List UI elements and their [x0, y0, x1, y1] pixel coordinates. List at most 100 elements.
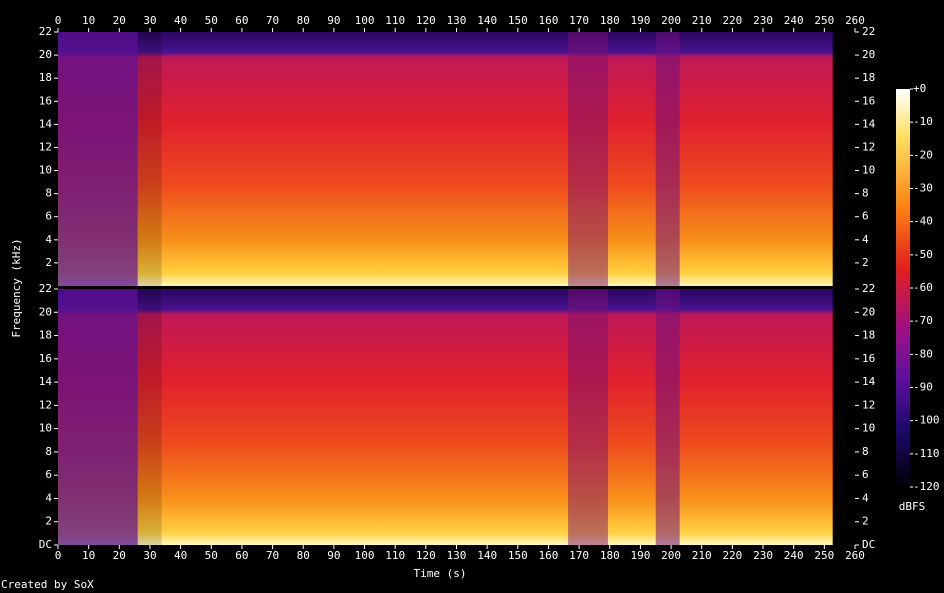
y-tick-label: 20: [39, 48, 52, 61]
spectrogram: [58, 289, 855, 545]
y-tick-label: 18: [39, 329, 52, 342]
x-tick-label: 230: [753, 14, 773, 27]
x-tick-label: 130: [447, 549, 467, 562]
y-tick-label: 16: [862, 352, 875, 365]
spectrogram-shade: [655, 289, 680, 545]
spectrogram-shade: [568, 289, 608, 545]
y-tick-label: DC: [39, 538, 52, 551]
x-tick-label: 90: [327, 549, 340, 562]
x-tick-label: 170: [569, 549, 589, 562]
x-tick-label: 70: [266, 14, 279, 27]
y-tick-label: 14: [862, 117, 876, 130]
x-tick-label: 250: [814, 14, 834, 27]
x-tick-label: 170: [569, 14, 589, 27]
colorbar-tick-label: -60: [913, 281, 933, 294]
x-tick-label: 190: [630, 549, 650, 562]
y-axis-label: Frequency (kHz): [10, 238, 23, 337]
y-tick-label: 4: [45, 491, 52, 504]
spectrogram-area: [58, 32, 855, 545]
colorbar-tick-label: -70: [913, 314, 933, 327]
colorbar-tick-label: -30: [913, 182, 933, 195]
y-tick-label: 8: [862, 445, 869, 458]
y-tick-label: 2: [45, 515, 52, 528]
y-tick-label: 16: [862, 94, 875, 107]
y-tick-label: 18: [862, 71, 875, 84]
y-tick-label: 22: [862, 282, 875, 295]
y-tick-label: 12: [39, 140, 52, 153]
x-tick-label: 200: [661, 14, 681, 27]
y-tick-label: 4: [862, 233, 869, 246]
x-tick-label: 20: [113, 549, 126, 562]
y-tick-label: 10: [862, 422, 875, 435]
colorbar-tick-label: -110: [913, 447, 940, 460]
y-tick-label: 18: [862, 329, 875, 342]
y-tick-label: 20: [39, 305, 52, 318]
x-tick-label: 70: [266, 549, 279, 562]
y-tick-label: 2: [862, 515, 869, 528]
y-tick-label: 6: [45, 468, 52, 481]
x-tick-label: 50: [205, 549, 218, 562]
spectrogram-shade: [137, 289, 162, 545]
x-tick-label: 240: [784, 14, 804, 27]
x-tick-label: 60: [235, 549, 248, 562]
y-tick-label: 10: [39, 164, 52, 177]
colorbar-tick-label: -90: [913, 381, 933, 394]
x-tick-label: 180: [600, 14, 620, 27]
y-tick-label: 14: [862, 375, 876, 388]
y-tick-label: 8: [45, 445, 52, 458]
x-tick-label: 40: [174, 549, 187, 562]
x-tick-label: 0: [55, 14, 62, 27]
x-tick-label: 30: [143, 549, 156, 562]
x-tick-label: 200: [661, 549, 681, 562]
x-tick-label: 230: [753, 549, 773, 562]
y-tick-label: 4: [862, 491, 869, 504]
x-tick-label: 40: [174, 14, 187, 27]
spectrogram-shade: [137, 32, 162, 286]
x-tick-label: 10: [82, 549, 95, 562]
y-tick-label: 4: [45, 233, 52, 246]
y-tick-label: 14: [39, 375, 53, 388]
colorbar-tick-label: -120: [913, 480, 940, 493]
colorbar-tick-label: -80: [913, 347, 933, 360]
x-tick-label: 60: [235, 14, 248, 27]
x-tick-label: 250: [814, 549, 834, 562]
x-tick-label: 10: [82, 14, 95, 27]
x-tick-label: 140: [477, 549, 497, 562]
x-tick-label: 140: [477, 14, 497, 27]
x-tick-label: 110: [385, 549, 405, 562]
x-tick-label: 100: [355, 549, 375, 562]
spectrogram-shade: [832, 289, 855, 545]
y-tick-label: 16: [39, 352, 52, 365]
x-tick-label: 150: [508, 549, 528, 562]
y-tick-label: 16: [39, 94, 52, 107]
y-tick-label: 2: [862, 256, 869, 269]
y-tick-label: 18: [39, 71, 52, 84]
y-tick-label: 12: [862, 398, 875, 411]
y-tick-label: 6: [862, 210, 869, 223]
x-tick-label: 120: [416, 549, 436, 562]
credit: Created by SoX: [1, 578, 94, 591]
colorbar-tick-label: -100: [913, 414, 940, 427]
x-tick-label: 260: [845, 549, 865, 562]
x-tick-label: 50: [205, 14, 218, 27]
x-tick-label: 150: [508, 14, 528, 27]
y-tick-label: 10: [862, 164, 875, 177]
x-tick-label: 120: [416, 14, 436, 27]
y-tick-label: DC: [862, 538, 875, 551]
y-tick-label: 2: [45, 256, 52, 269]
spectrogram-shade: [58, 289, 138, 545]
y-tick-label: 10: [39, 422, 52, 435]
y-tick-label: 6: [862, 468, 869, 481]
x-tick-label: 190: [630, 14, 650, 27]
y-tick-label: 6: [45, 210, 52, 223]
colorbar-tick-label: -20: [913, 148, 933, 161]
x-tick-label: 80: [297, 549, 310, 562]
x-tick-label: 210: [692, 14, 712, 27]
spectrogram: [58, 32, 855, 286]
x-axis-label: Time (s): [414, 567, 467, 580]
x-tick-label: 110: [385, 14, 405, 27]
x-tick-label: 90: [327, 14, 340, 27]
colorbar-tick-label: -40: [913, 215, 933, 228]
